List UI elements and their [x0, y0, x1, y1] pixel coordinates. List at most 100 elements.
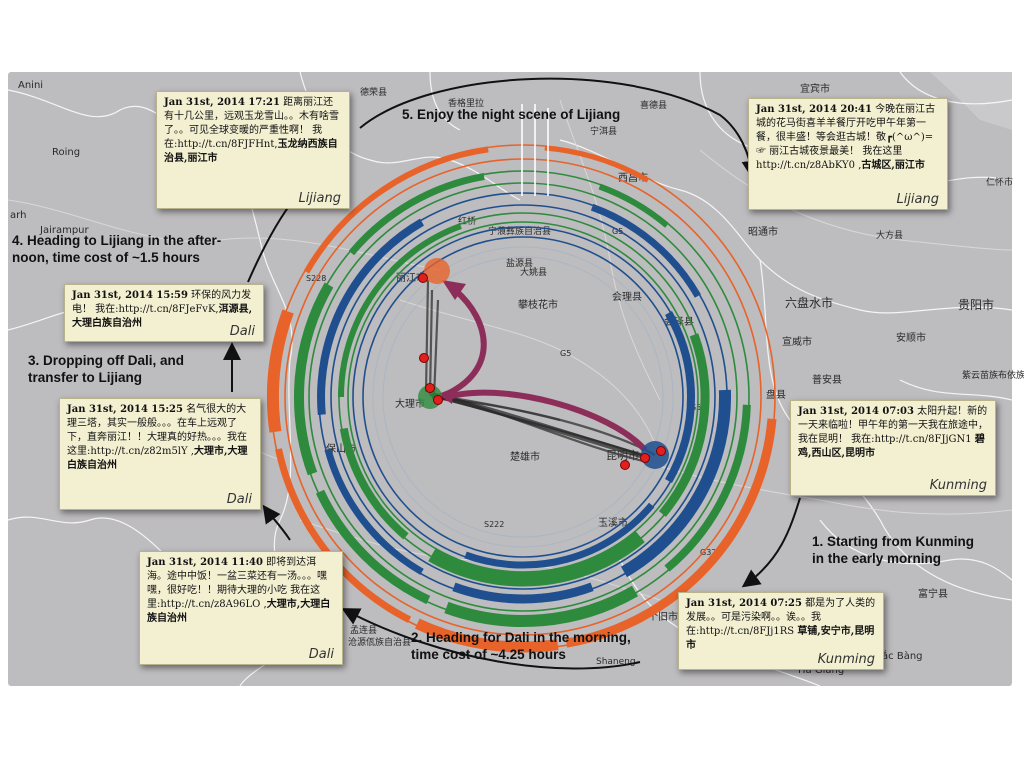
- map-label-anshun: 安顺市: [896, 331, 926, 344]
- ring-orange-segment: [565, 418, 777, 648]
- map-label-lijiang: 丽江市: [396, 271, 426, 284]
- event-point: [433, 395, 443, 405]
- tweet-text: 都是为了人类的发展。。可是污染啊。。诶。。我在:http://t.cn/8FJj…: [686, 598, 876, 637]
- map-label-yuxi: 玉溪市: [598, 516, 628, 529]
- map-label-dafang: 大方县: [876, 229, 903, 241]
- map-label-xingren: 仁怀市: [986, 176, 1013, 188]
- map-label-arh: arh: [10, 210, 26, 221]
- step-1-label: 1. Starting from Kunming in the early mor…: [812, 534, 974, 566]
- map-label-yibin: 宜宾市: [800, 82, 830, 95]
- lijiang-marker: [424, 258, 450, 284]
- trajectory-line: [432, 299, 440, 399]
- ring-blue-outline: [330, 204, 716, 590]
- map-label-panxian: 盘县: [766, 388, 786, 401]
- step-4-label: 4. Heading to Lijiang in the after-noon,…: [12, 233, 222, 265]
- ring-orange-segment: [266, 309, 294, 433]
- tweet-location: 洱源县,大理白族自治州: [72, 304, 253, 329]
- map-label-chuxiong: 楚雄市: [510, 450, 540, 463]
- tweet-note-kunming-0703: Jan 31st, 2014 07:03 太阳升起！新的一天来临啦！甲午年的第一…: [790, 400, 996, 496]
- tweet-text: 距离丽江还有十几公里，远观玉龙雪山。。木有啥雪了。。可见全球变暖的严重性啊！ 我…: [164, 97, 339, 150]
- step-5-label: 5. Enjoy the night scene of Lijiang: [402, 107, 621, 122]
- tweet-location: 草铺,安宁市,昆明市: [686, 626, 875, 651]
- map-label-roing: Roing: [52, 147, 80, 158]
- annotation-arrows: [223, 77, 801, 670]
- ring-orange-segment: [414, 618, 559, 653]
- tweet-city: Kunming: [817, 652, 875, 667]
- map-label-xianggelila: 香格里拉: [448, 97, 484, 109]
- tweet-date: Jan 31st, 2014 07:03: [798, 406, 914, 417]
- flow-arrows: [438, 280, 648, 453]
- event-point: [656, 446, 666, 456]
- event-point: [425, 383, 435, 393]
- trajectory-main: [431, 392, 651, 461]
- map-label-ninger: 宁洱县: [590, 125, 617, 137]
- ring-blue-inner-segment: [665, 311, 695, 483]
- event-point: [620, 460, 630, 470]
- flow-arrowhead: [438, 388, 454, 404]
- map-label-liupanshui: 六盘水市: [785, 295, 833, 310]
- map-label-pacbang: Pắc Bàng: [876, 649, 923, 662]
- tweet-text: 名气很大的大理三塔，其实一般般。。。在车上远观了下，直奔丽江！！大理真的好热。。…: [67, 404, 247, 457]
- flow-arrowhead: [442, 280, 466, 300]
- ring-orange: [266, 144, 777, 653]
- tweet-location: 古城区,丽江市: [861, 160, 925, 171]
- ring-green-segment: [664, 404, 751, 572]
- tweet-city: Kunming: [929, 478, 987, 493]
- trajectory-line: [424, 279, 430, 393]
- tweet-city: Dali: [308, 647, 334, 662]
- ring-blue-segment: [620, 389, 731, 578]
- ring-green-segment: [444, 585, 638, 627]
- map-label-huili: 会理县: [612, 290, 642, 303]
- ring-blue-inner-segment: [464, 502, 655, 569]
- ring-green-segment: [315, 489, 431, 605]
- ring-blue-segment: [324, 448, 424, 575]
- ring-green-segment: [294, 282, 334, 476]
- tweet-location: 碧鸡,西山区,昆明市: [798, 434, 985, 459]
- tweet-city: Lijiang: [896, 192, 939, 207]
- map-label-zhenning: 紫云苗族布依族自治县: [962, 369, 1024, 381]
- tweet-location: 玉龙纳西族自治县,丽江市: [164, 139, 338, 164]
- ring-blue-segment: [452, 582, 594, 604]
- tweet-city: Dali: [229, 324, 255, 339]
- ring-green-inner-segment: [339, 427, 409, 540]
- tweet-text: 即将到达洱海。途中中饭！一盆三菜还有一汤。。。嘿嘿，很好吃！！期待大理的小吃 我…: [147, 557, 327, 610]
- map-label-g5c: G5: [690, 403, 701, 412]
- map-label-yanyuan: 盐源县: [506, 257, 533, 269]
- ring-blue-inner-outline: [362, 236, 684, 558]
- ring-green-inner: [338, 212, 710, 587]
- tweet-note-dali-1525: Jan 31st, 2014 15:25 名气很大的大理三塔，其实一般般。。。在…: [59, 398, 261, 510]
- tweet-date: Jan 31st, 2014 20:41: [756, 104, 872, 115]
- tweet-text: 环保的风力发电！ 我在:http://t.cn/8FJeFvK,: [72, 290, 252, 315]
- map-label-g5b: G5: [560, 349, 571, 358]
- ring-orange-segment: [275, 448, 412, 623]
- map-region-shade: [930, 72, 1012, 130]
- tweet-date: Jan 31st, 2014 15:25: [67, 404, 183, 415]
- ring-green: [294, 170, 751, 627]
- flow-dali-to-lijiang: [443, 287, 487, 398]
- map-label-fuyuan: 富宁县: [918, 587, 948, 600]
- annotation-arrow: [262, 504, 291, 541]
- tweet-text: 今晚在丽江古城的花马街喜羊羊餐厅开吃甲午年第一餐，很丰盛！等会逛古城！敬┏(^ω…: [756, 104, 936, 171]
- event-point: [640, 453, 650, 463]
- map-label-g326: G326: [700, 548, 721, 557]
- tweet-location: 大理市,大理白族自治州: [147, 599, 331, 624]
- tweet-text: 太阳升起！新的一天来临啦！甲午年的第一天我在旅途中，我在昆明！ 我在:http:…: [798, 406, 988, 445]
- map-label-panzhihua: 攀枝花市: [518, 298, 558, 311]
- map-label-zhaotong: 昭通市: [748, 225, 778, 238]
- ring-blue-segment: [590, 203, 701, 298]
- tweet-note-dali-1559: Jan 31st, 2014 15:59 环保的风力发电！ 我在:http://…: [64, 284, 264, 342]
- tweet-date: Jan 31st, 2014 17:21: [164, 97, 280, 108]
- map-label-puan: 普安县: [812, 373, 842, 386]
- ring-blue: [317, 192, 731, 604]
- step-2-label: 2. Heading for Dali in the morning, time …: [411, 630, 631, 662]
- tweet-note-kunming-0725: Jan 31st, 2014 07:25 都是为了人类的发展。。可是污染啊。。诶…: [678, 592, 884, 670]
- annotation-arrow: [359, 77, 760, 179]
- tweet-note-lijiang-2041: Jan 31st, 2014 20:41 今晚在丽江古城的花马街喜羊羊餐厅开吃甲…: [748, 98, 948, 210]
- step-3-label: 3. Dropping off Dali, and transfer to Lij…: [28, 353, 184, 385]
- ring-orange-segment: [544, 145, 650, 183]
- map-label-lancang: 沧源佤族自治县: [348, 636, 411, 648]
- tweet-date: Jan 31st, 2014 07:25: [686, 598, 802, 609]
- map-label-guiyang: 贵阳市: [958, 297, 994, 312]
- map-label-xide: 喜德县: [640, 99, 667, 111]
- inner-guide-circle: [382, 256, 664, 538]
